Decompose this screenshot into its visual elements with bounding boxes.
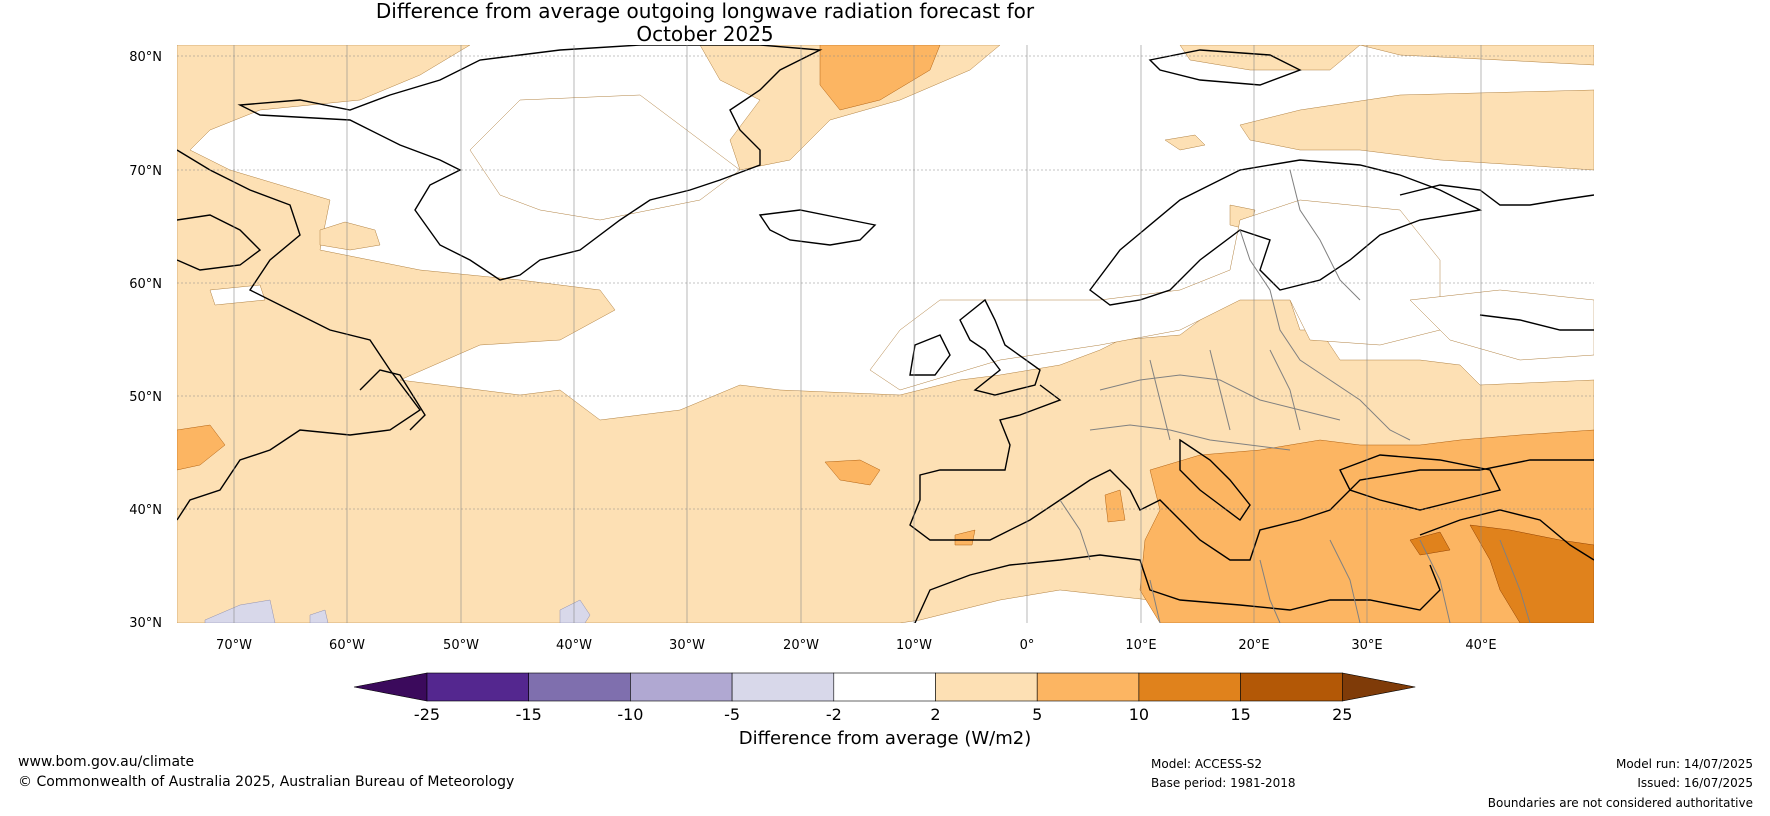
lon-label: 50°W: [443, 638, 479, 653]
colorbar-segment: [1138, 672, 1241, 702]
lon-label: 20°E: [1238, 638, 1269, 653]
lat-label: 30°N: [129, 616, 162, 631]
lon-label: 70°W: [216, 638, 252, 653]
colorbar-segment: [833, 672, 936, 702]
colorbar-segment: [426, 672, 529, 702]
colorbar-segment: [1036, 672, 1140, 702]
footer-issued: Issued: 16/07/2025: [1637, 776, 1753, 790]
lat-label: 80°N: [129, 50, 162, 65]
footer-base-period: Base period: 1981-2018: [1151, 776, 1296, 790]
colorbar-segment: [935, 672, 1038, 702]
anomaly-negative-fill: [204, 599, 591, 623]
colorbar-extend-high: [1342, 672, 1416, 702]
colorbar-extend-low: [353, 672, 428, 702]
colorbar-segment: [731, 672, 835, 702]
footer-website: www.bom.gov.au/climate: [18, 754, 195, 770]
colorbar-tick-label: -2: [826, 705, 842, 724]
latitude-labels: 80°N 70°N 60°N 50°N 40°N 30°N: [129, 50, 162, 631]
colorbar-tick-label: 5: [1032, 705, 1042, 724]
colorbar-tick-label: 10: [1129, 705, 1149, 724]
colorbar-segment: [1240, 672, 1343, 702]
map-title: Difference from average outgoing longwav…: [170, 0, 1240, 46]
country-borders: [1059, 169, 1531, 623]
anomaly-10-15-fill: [1409, 524, 1594, 623]
colorbar-title: Difference from average (W/m2): [738, 728, 1032, 749]
lat-label: 50°N: [129, 390, 162, 405]
footer-copyright: © Commonwealth of Australia 2025, Austra…: [18, 774, 515, 790]
colorbar: -25 -15 -10 -5 -2 2 5 10 15 25: [353, 672, 1416, 724]
colorbar-segment: [528, 672, 631, 702]
lon-label: 30°E: [1351, 638, 1382, 653]
colorbar-tick-label: -5: [724, 705, 740, 724]
colorbar-segment: [630, 672, 733, 702]
lon-label: 0°: [1020, 638, 1035, 653]
colorbar-tick-label: 15: [1230, 705, 1250, 724]
title-line-1: Difference from average outgoing longwav…: [375, 0, 1035, 23]
footer-model-run: Model run: 14/07/2025: [1615, 757, 1753, 771]
lon-label: 30°W: [669, 638, 705, 653]
footer-disclaimer: Boundaries are not considered authoritat…: [1487, 796, 1753, 810]
title-line-2: October 2025: [636, 22, 774, 46]
lat-label: 70°N: [129, 164, 162, 179]
lat-label: 60°N: [129, 277, 162, 292]
lon-label: 10°E: [1125, 638, 1156, 653]
map-area: [177, 45, 1594, 623]
lon-label: 20°W: [783, 638, 819, 653]
colorbar-tick-label: 2: [930, 705, 940, 724]
longitude-labels: 70°W 60°W 50°W 40°W 30°W 20°W 10°W 0° 10…: [216, 638, 1497, 653]
lon-label: 40°W: [556, 638, 592, 653]
colorbar-tick-label: 25: [1332, 705, 1352, 724]
colorbar-tick-label: -25: [414, 705, 440, 724]
lat-label: 40°N: [129, 503, 162, 518]
colorbar-tick-label: -15: [516, 705, 542, 724]
lon-label: 60°W: [329, 638, 365, 653]
coastlines: [177, 45, 1594, 623]
colorbar-tick-label: -10: [617, 705, 643, 724]
lon-label: 10°W: [896, 638, 932, 653]
lon-label: 40°E: [1465, 638, 1496, 653]
graticule: [177, 45, 1594, 623]
footer-model: Model: ACCESS-S2: [1151, 757, 1263, 771]
